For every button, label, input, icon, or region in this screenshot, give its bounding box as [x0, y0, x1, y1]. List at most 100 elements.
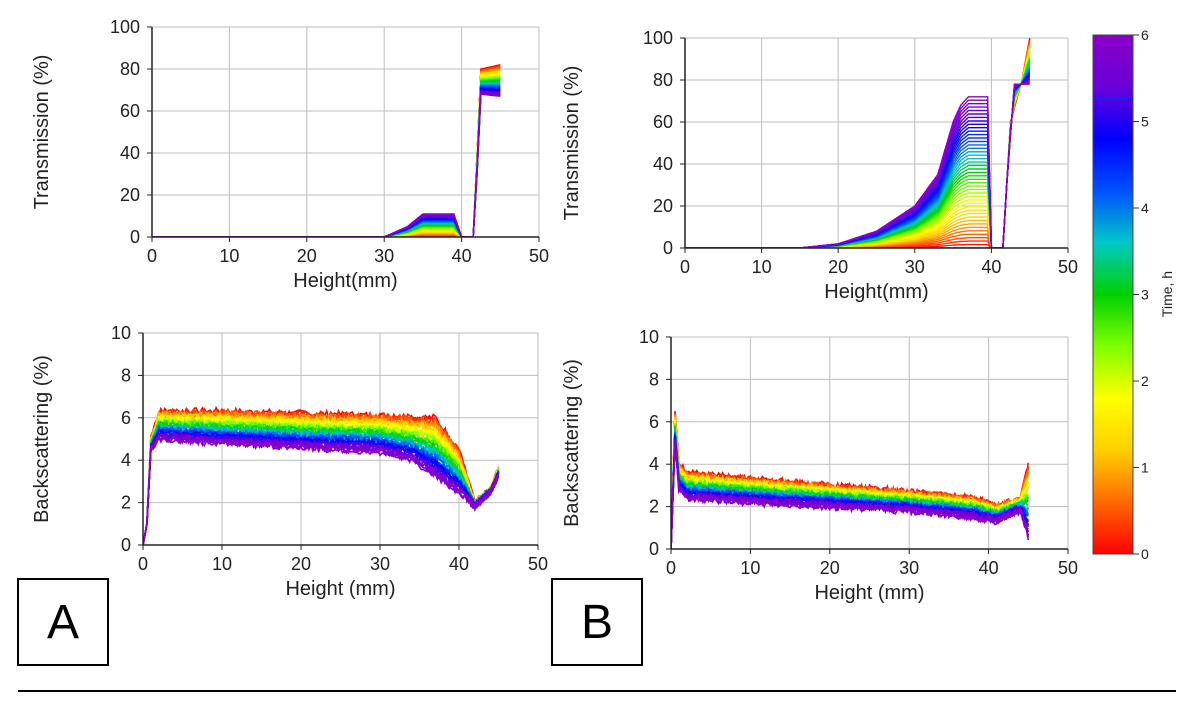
series-line: [152, 74, 501, 237]
data-curves: [152, 64, 501, 237]
y-axis-label: Transmission (%): [561, 66, 583, 221]
y-axis-label: Transmission (%): [31, 55, 53, 210]
y-tick-label: 40: [653, 154, 673, 174]
x-tick-label: 30: [905, 257, 925, 277]
x-tick-label: 10: [752, 257, 772, 277]
x-tick-label: 40: [449, 554, 469, 574]
time-colorbar: Time, h 0 1 2 3 4 5 6: [1092, 27, 1175, 562]
series-line: [152, 70, 501, 237]
colorbar-tick-label: 4: [1141, 200, 1149, 216]
y-tick-label: 80: [120, 59, 140, 79]
colorbar-label: Time, h: [1159, 271, 1175, 317]
colorbar-gradient: [1092, 34, 1134, 555]
series-line: [152, 65, 501, 237]
x-tick-label: 20: [291, 554, 311, 574]
colorbar-tick-label: 0: [1141, 546, 1149, 562]
series-line: [152, 92, 501, 237]
x-tick-label: 40: [981, 257, 1001, 277]
series-line: [152, 73, 501, 237]
x-tick-label: 50: [528, 554, 548, 574]
panel-label-a-text: A: [46, 595, 79, 649]
y-tick-label: 2: [649, 497, 659, 517]
series-line: [152, 77, 501, 237]
plot-a-backscattering: 0 10 20 30 40 50 0 2 4 6 8 10 Height (mm) Backscatter…: [31, 323, 548, 600]
y-tick-label: 10: [639, 327, 659, 347]
y-tick-label: 6: [649, 412, 659, 432]
x-tick-label: 50: [529, 246, 549, 266]
y-tick-label: 4: [649, 454, 659, 474]
y-tick-label: 60: [120, 101, 140, 121]
x-tick-label: 10: [212, 554, 232, 574]
series-line: [152, 66, 501, 237]
series-line: [152, 67, 501, 237]
series-line: [685, 51, 1031, 248]
data-curves: [143, 405, 500, 545]
y-tick-label: 0: [121, 535, 131, 555]
series-line: [152, 71, 501, 237]
series-line: [152, 72, 501, 237]
data-curves: [685, 38, 1031, 248]
series-line: [685, 71, 1031, 248]
x-tick-label: 20: [828, 257, 848, 277]
panel-label-b: B: [551, 578, 643, 666]
colorbar-tick-label: 3: [1141, 287, 1149, 303]
y-tick-label: 0: [649, 539, 659, 559]
series-line: [143, 434, 499, 545]
y-tick-label: 4: [121, 450, 131, 470]
series-line: [143, 411, 500, 545]
colorbar-tick-label: 5: [1141, 114, 1149, 130]
y-tick-label: 8: [121, 365, 131, 385]
x-tick-label: 20: [297, 246, 317, 266]
x-tick-label: 50: [1058, 558, 1078, 578]
panel-label-a: A: [17, 578, 109, 666]
x-tick-label: 10: [219, 246, 239, 266]
y-tick-label: 60: [653, 112, 673, 132]
series-line: [152, 69, 501, 237]
y-tick-label: 100: [110, 17, 140, 37]
y-tick-label: 40: [120, 143, 140, 163]
x-tick-label: 40: [452, 246, 472, 266]
series-line: [152, 72, 501, 237]
x-tick-label: 0: [147, 246, 157, 266]
x-tick-label: 0: [138, 554, 148, 574]
x-axis-label: Height (mm): [814, 582, 924, 604]
x-tick-label: 0: [666, 558, 676, 578]
series-line: [152, 93, 501, 237]
x-axis-label: Height (mm): [285, 578, 395, 600]
series-line: [685, 57, 1031, 248]
x-tick-label: 30: [899, 558, 919, 578]
y-tick-label: 10: [111, 323, 131, 343]
series-line: [143, 416, 500, 545]
y-tick-label: 0: [663, 238, 673, 258]
plot-a-transmission: 0 10 20 30 40 50 0 20 40 60 80 100 Height(mm) Transmi…: [31, 17, 549, 292]
series-line: [671, 442, 1030, 549]
y-tick-label: 100: [643, 28, 673, 48]
colorbar-tick-label: 6: [1141, 27, 1149, 43]
x-tick-label: 30: [374, 246, 394, 266]
x-tick-label: 40: [979, 558, 999, 578]
series-line: [685, 52, 1031, 248]
x-axis-label: Height(mm): [293, 270, 397, 292]
x-tick-label: 50: [1058, 257, 1078, 277]
series-line: [152, 76, 501, 237]
y-tick-label: 6: [121, 408, 131, 428]
y-tick-label: 8: [649, 369, 659, 389]
colorbar-tick-label: 1: [1141, 460, 1149, 476]
plot-b-transmission: 0 10 20 30 40 50 0 20 40 60 80 100 Height(mm) Transmi…: [561, 28, 1078, 303]
y-tick-label: 0: [130, 227, 140, 247]
series-line: [152, 75, 501, 237]
x-tick-label: 30: [370, 554, 390, 574]
y-axis-label: Backscattering (%): [561, 359, 583, 527]
series-line: [685, 72, 1031, 248]
series-line: [152, 64, 501, 237]
x-tick-label: 20: [820, 558, 840, 578]
series-line: [143, 433, 500, 545]
series-line: [685, 58, 1031, 248]
x-tick-label: 0: [680, 257, 690, 277]
series-line: [685, 83, 1030, 248]
x-tick-label: 10: [740, 558, 760, 578]
x-axis-label: Height(mm): [824, 281, 928, 303]
series-line: [152, 74, 501, 237]
plot-b-backscattering: 0 10 20 30 40 50 0 2 4 6 8 10 Height (mm) Backscatter…: [561, 327, 1078, 604]
